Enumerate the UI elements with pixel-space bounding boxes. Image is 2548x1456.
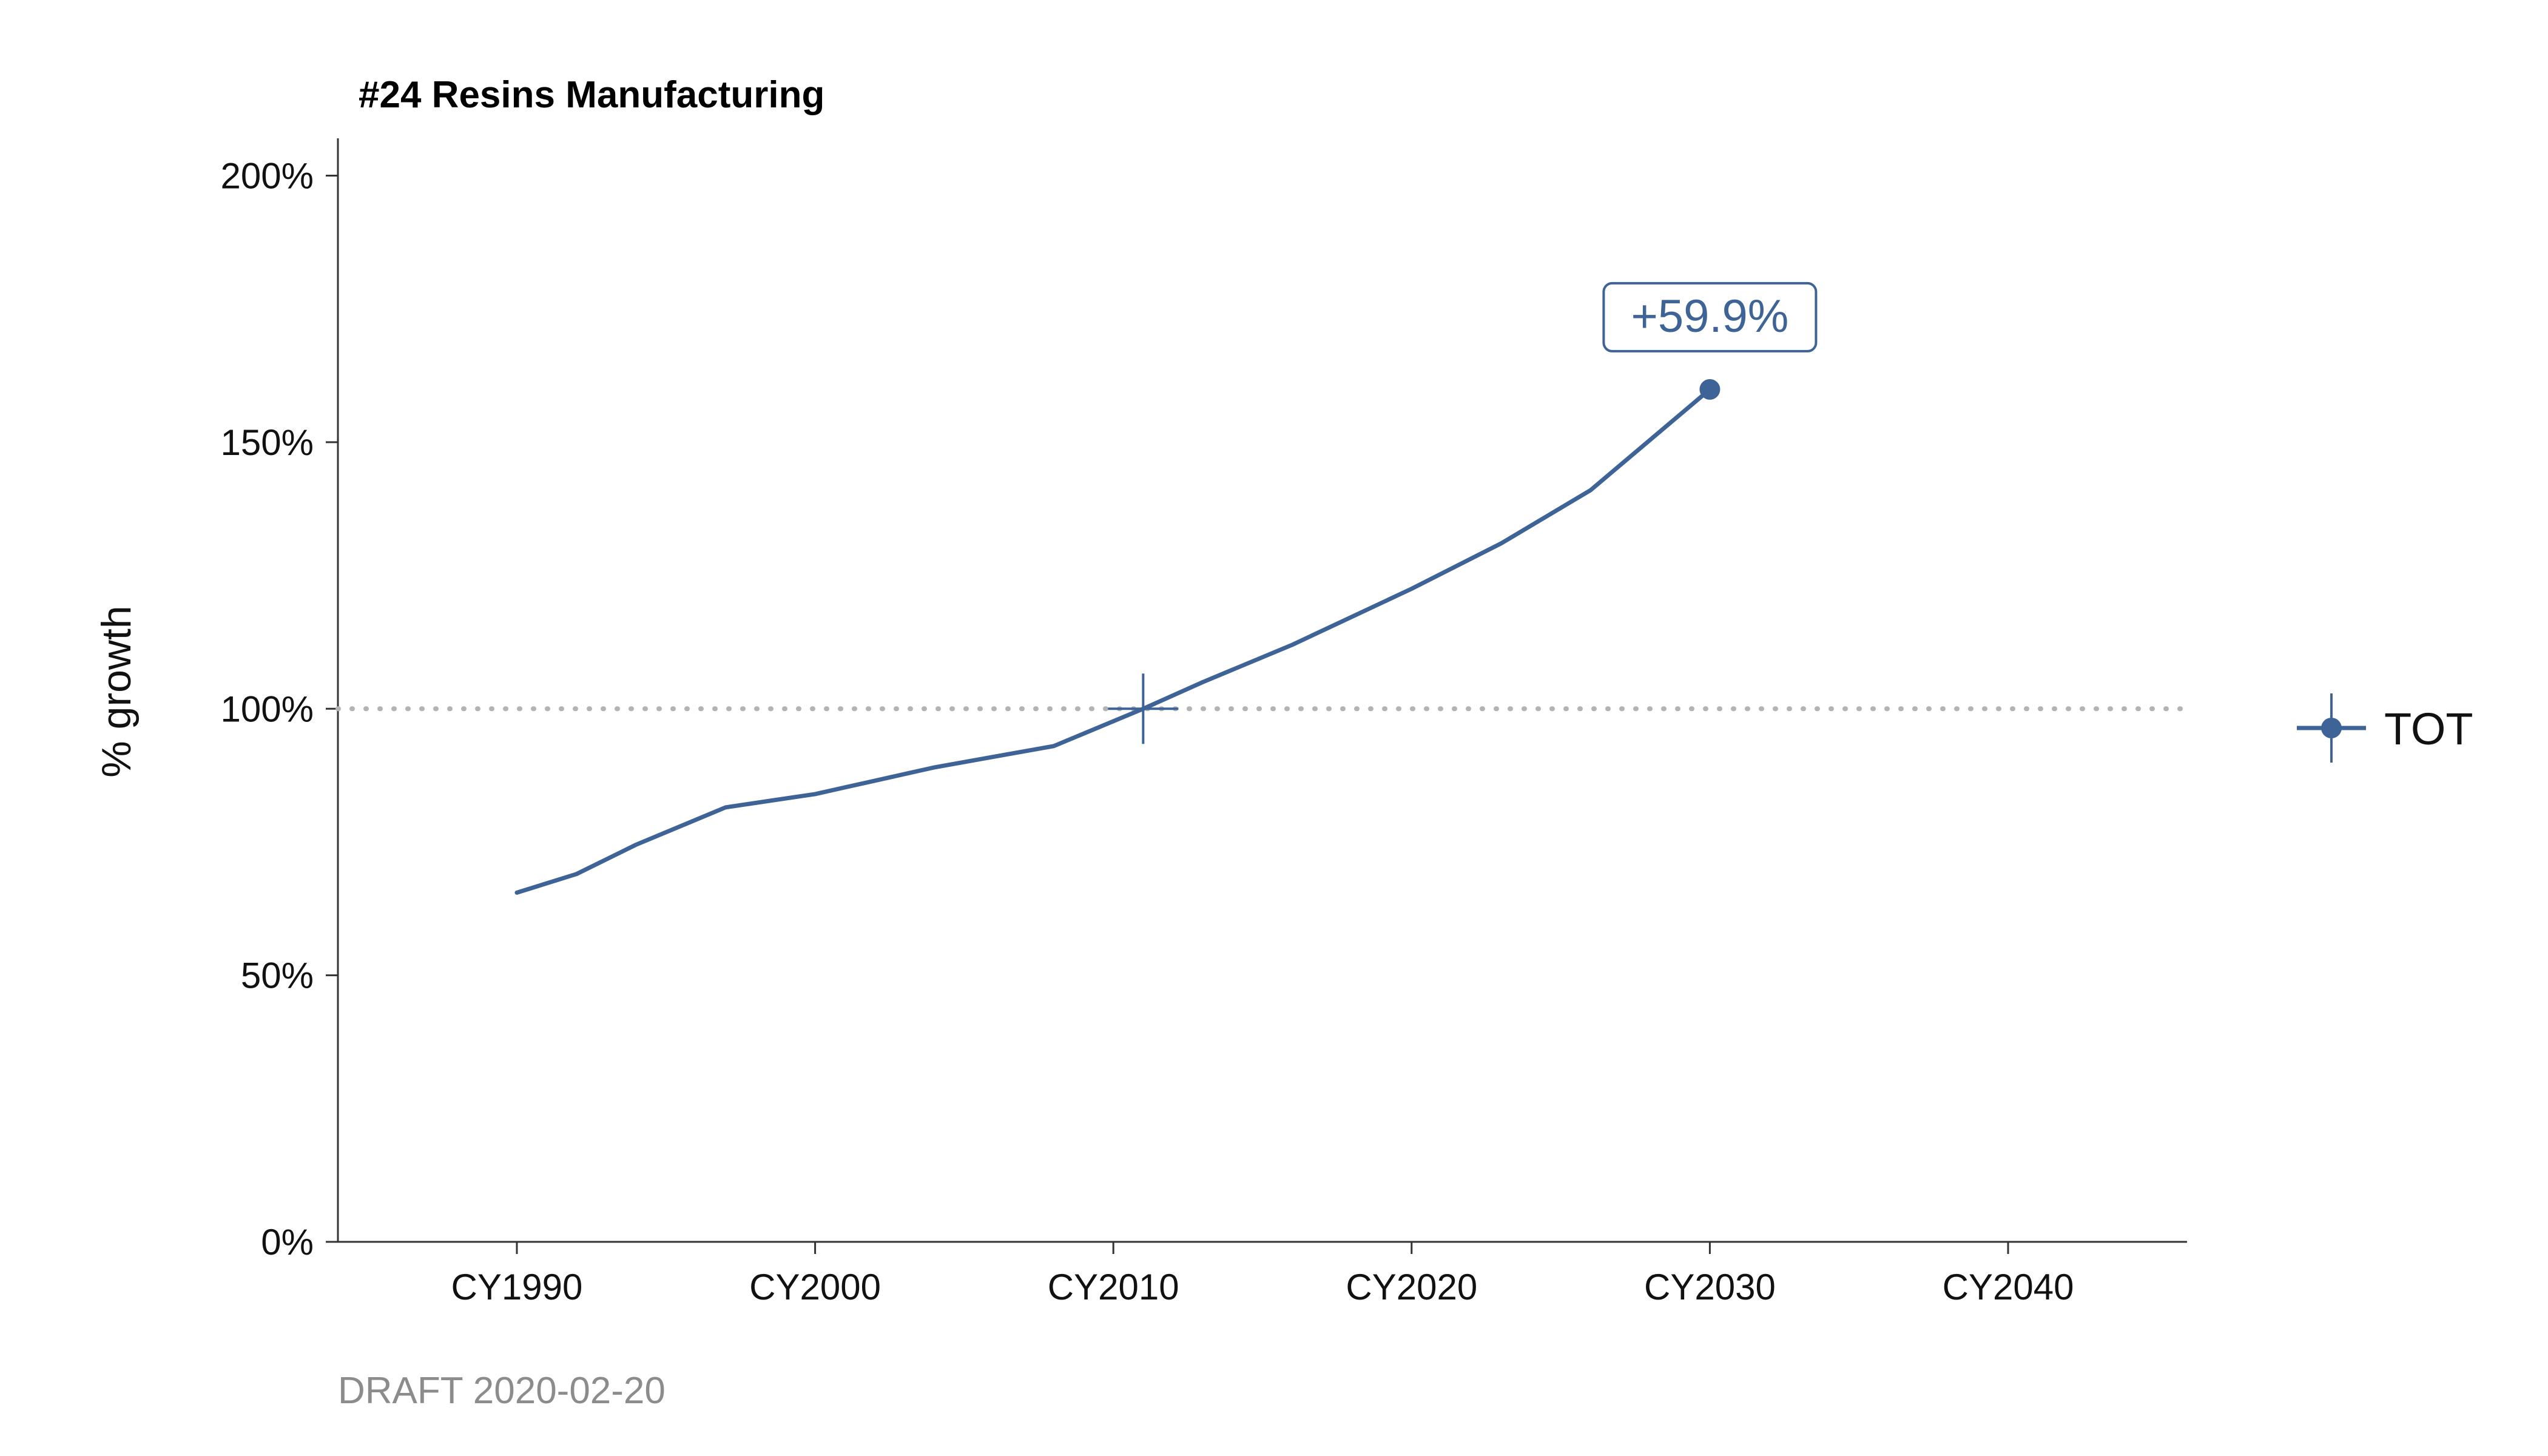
y-axis-title: % growth	[93, 605, 140, 777]
y-tick-label: 100%	[221, 689, 314, 729]
y-tick-label: 50%	[241, 956, 314, 996]
annotation-label: +59.9%	[1631, 291, 1788, 342]
y-tick-label: 0%	[261, 1222, 314, 1262]
series-line-tot	[514, 387, 1712, 895]
legend-label-tot: TOT	[2384, 704, 2473, 754]
plot-area: +59.9%	[335, 281, 2189, 895]
legend: TOT	[2297, 693, 2473, 763]
x-tick-label: CY2010	[1048, 1267, 1179, 1307]
series-end-point	[1699, 379, 1721, 400]
x-tick-label: CY1990	[451, 1267, 583, 1307]
x-tick-label: CY2000	[749, 1267, 881, 1307]
legend-key-point	[2321, 718, 2342, 738]
chart-title: #24 Resins Manufacturing	[359, 74, 824, 116]
y-tick-label: 150%	[221, 422, 314, 463]
x-tick-label: CY2030	[1644, 1267, 1776, 1307]
annotation-box	[1602, 281, 1818, 352]
y-axis: 0% 50% 100% 150% 200%	[221, 138, 339, 1262]
x-axis: CY1990 CY2000 CY2010 CY2020 CY2030 CY2040	[338, 1241, 2187, 1307]
y-tick-label: 200%	[221, 156, 314, 197]
x-tick-label: CY2040	[1943, 1267, 2074, 1307]
x-tick-label: CY2020	[1346, 1267, 1477, 1307]
draft-caption: DRAFT 2020-02-20	[338, 1370, 666, 1412]
